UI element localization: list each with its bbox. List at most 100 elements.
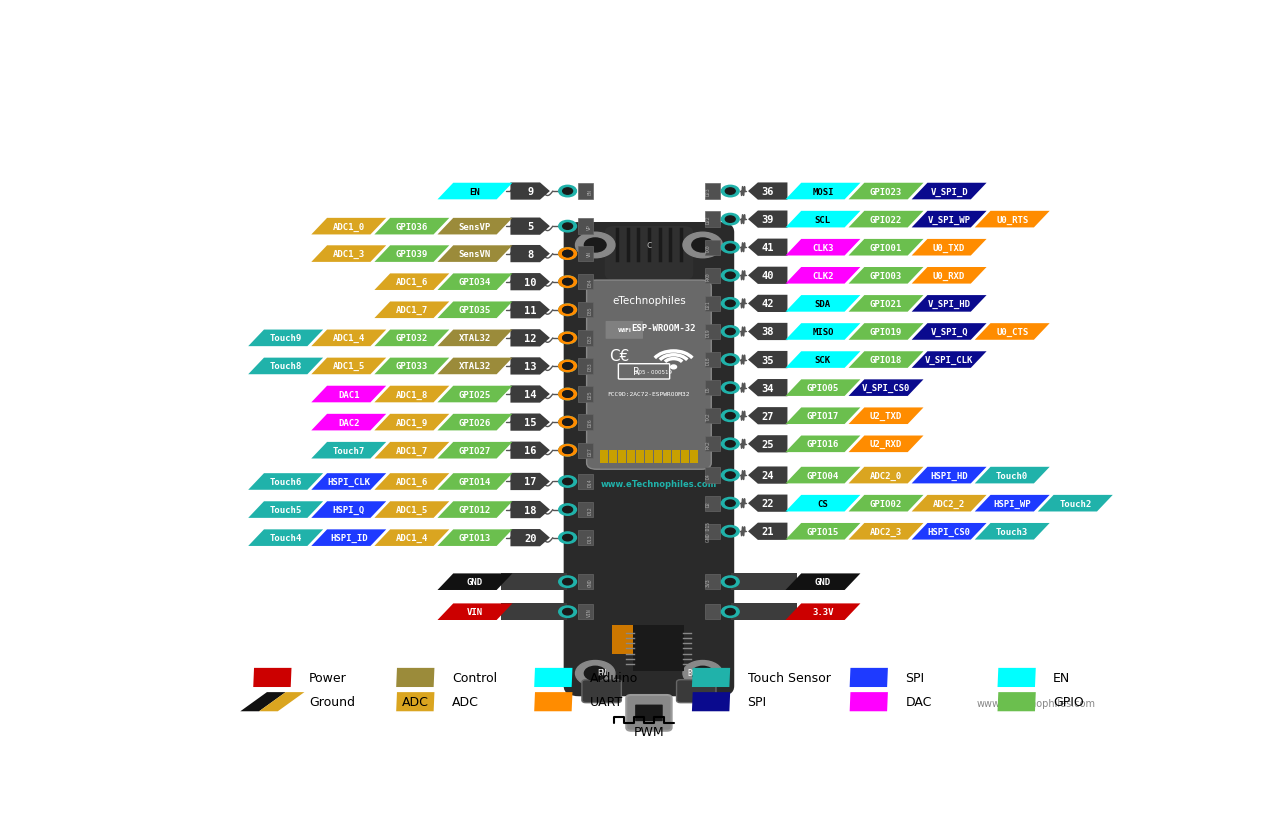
Text: U0_RTS: U0_RTS	[996, 215, 1028, 224]
Circle shape	[721, 469, 739, 481]
Text: D33: D33	[588, 362, 593, 371]
Circle shape	[558, 606, 576, 618]
Polygon shape	[312, 530, 387, 546]
Text: RX2: RX2	[706, 440, 711, 449]
Circle shape	[558, 389, 576, 400]
Text: RX0: RX0	[706, 272, 711, 280]
Polygon shape	[974, 324, 1049, 340]
Text: ADC1_6: ADC1_6	[396, 277, 427, 286]
Circle shape	[721, 242, 739, 253]
Polygon shape	[510, 246, 550, 263]
Text: ADC1_5: ADC1_5	[396, 505, 427, 514]
FancyBboxPatch shape	[705, 436, 720, 452]
Polygon shape	[786, 523, 860, 540]
Text: XTAL32: XTAL32	[459, 334, 491, 343]
FancyBboxPatch shape	[663, 450, 672, 464]
FancyBboxPatch shape	[577, 531, 593, 546]
Circle shape	[725, 500, 735, 507]
Polygon shape	[248, 330, 323, 347]
Text: Touch6: Touch6	[270, 478, 301, 486]
Text: GPIO04: GPIO04	[806, 471, 840, 480]
Text: 13: 13	[524, 362, 537, 372]
Polygon shape	[848, 212, 923, 229]
Polygon shape	[438, 530, 513, 546]
Polygon shape	[312, 330, 387, 347]
Polygon shape	[848, 352, 923, 368]
Text: 3.3V: 3.3V	[813, 608, 833, 617]
Text: GPIO12: GPIO12	[459, 505, 491, 514]
Text: 10: 10	[524, 277, 537, 287]
Polygon shape	[786, 495, 860, 512]
Text: 17: 17	[524, 477, 537, 487]
FancyBboxPatch shape	[577, 474, 593, 489]
Circle shape	[562, 307, 572, 314]
Circle shape	[725, 329, 735, 335]
Polygon shape	[374, 502, 449, 518]
Circle shape	[558, 416, 576, 428]
Text: D22: D22	[706, 215, 711, 224]
Circle shape	[721, 354, 739, 366]
Text: UART: UART	[590, 696, 623, 708]
Text: 34: 34	[762, 383, 773, 393]
Polygon shape	[248, 359, 323, 375]
Polygon shape	[1038, 495, 1113, 512]
Polygon shape	[748, 379, 787, 397]
Text: Touch5: Touch5	[270, 505, 301, 514]
FancyBboxPatch shape	[577, 303, 593, 318]
Circle shape	[558, 476, 576, 488]
Text: VIN: VIN	[588, 608, 593, 616]
Text: GPIO14: GPIO14	[459, 478, 491, 486]
FancyBboxPatch shape	[605, 321, 644, 339]
Text: 3V3: 3V3	[706, 578, 711, 586]
Circle shape	[721, 498, 739, 509]
Text: D32: D32	[588, 335, 593, 343]
Polygon shape	[438, 442, 513, 459]
Text: GPIO16: GPIO16	[806, 440, 840, 449]
Circle shape	[558, 186, 576, 198]
Polygon shape	[848, 184, 923, 200]
Circle shape	[558, 305, 576, 316]
Polygon shape	[510, 414, 550, 431]
Polygon shape	[510, 274, 550, 291]
Text: 41: 41	[762, 243, 773, 253]
FancyBboxPatch shape	[618, 450, 626, 464]
Circle shape	[562, 363, 572, 369]
Circle shape	[692, 238, 714, 253]
Text: GPIO02: GPIO02	[870, 499, 902, 508]
Text: Power: Power	[309, 672, 346, 684]
Circle shape	[725, 385, 735, 392]
Polygon shape	[748, 352, 787, 368]
Text: V_SPI_CLK: V_SPI_CLK	[925, 355, 973, 364]
Text: c: c	[646, 239, 651, 249]
Text: D12: D12	[588, 506, 593, 514]
Circle shape	[558, 333, 576, 344]
Circle shape	[725, 301, 735, 307]
Polygon shape	[396, 692, 435, 711]
Polygon shape	[438, 359, 513, 375]
Text: 22: 22	[762, 498, 773, 508]
Text: U0_TXD: U0_TXD	[932, 243, 965, 253]
Circle shape	[558, 248, 576, 260]
Text: SCK: SCK	[815, 356, 831, 364]
FancyBboxPatch shape	[705, 496, 720, 511]
FancyBboxPatch shape	[705, 575, 720, 590]
Text: D13: D13	[588, 534, 593, 542]
Polygon shape	[510, 442, 550, 460]
FancyBboxPatch shape	[563, 223, 734, 696]
FancyBboxPatch shape	[626, 696, 672, 731]
Text: CLK2: CLK2	[813, 272, 833, 281]
Text: eTechnophiles: eTechnophiles	[612, 296, 686, 306]
Polygon shape	[748, 495, 787, 513]
Polygon shape	[974, 495, 1049, 512]
Polygon shape	[786, 212, 860, 229]
Text: D35: D35	[588, 306, 593, 315]
Polygon shape	[259, 692, 304, 711]
Text: SPI: SPI	[906, 672, 925, 684]
Polygon shape	[248, 474, 323, 490]
Polygon shape	[438, 302, 513, 319]
Circle shape	[725, 357, 735, 363]
FancyBboxPatch shape	[613, 625, 642, 654]
Text: D23: D23	[706, 187, 711, 196]
Text: GPIO18: GPIO18	[870, 356, 902, 364]
Text: www.eTechnophiles.com: www.eTechnophiles.com	[977, 699, 1096, 709]
